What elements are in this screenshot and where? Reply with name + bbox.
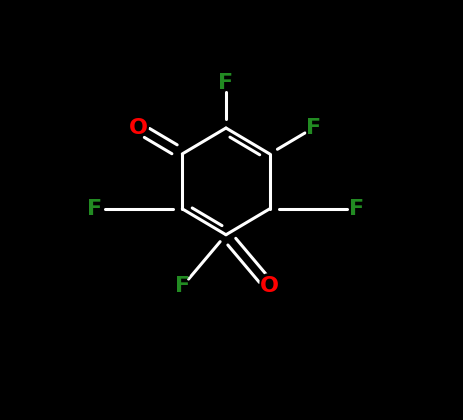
Text: F: F — [350, 199, 364, 219]
Text: O: O — [127, 114, 150, 142]
Text: F: F — [304, 114, 323, 142]
Text: F: F — [306, 118, 321, 138]
Text: F: F — [219, 73, 233, 93]
Text: F: F — [86, 195, 105, 223]
Text: O: O — [260, 276, 279, 297]
Text: O: O — [129, 118, 148, 138]
Text: F: F — [173, 273, 192, 300]
Text: F: F — [175, 276, 190, 297]
Text: F: F — [217, 69, 235, 97]
Text: O: O — [258, 273, 282, 300]
Text: F: F — [348, 195, 366, 223]
Text: F: F — [88, 199, 102, 219]
